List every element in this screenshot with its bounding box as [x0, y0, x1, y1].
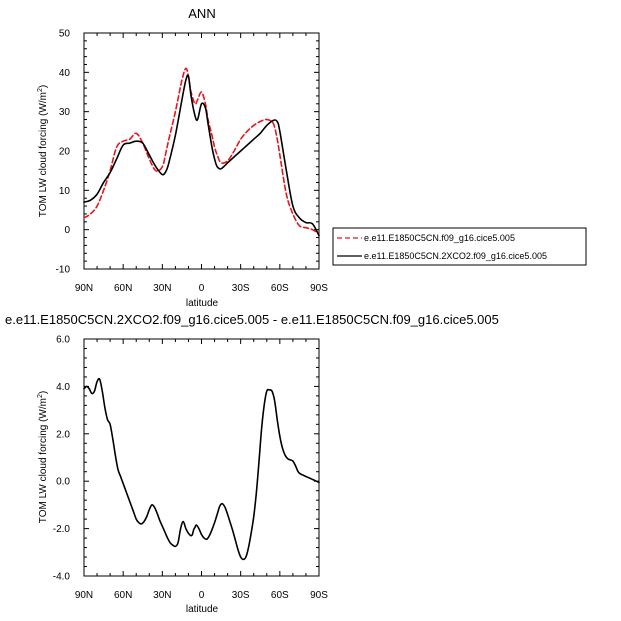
bottom-x-tick-label: 90N [75, 590, 93, 601]
top-series-lines [83, 67, 320, 237]
legend-box [332, 227, 587, 266]
legend: e.e11.E1850C5CN.f09_g16.cice5.005 e.e11.… [332, 227, 587, 266]
bottom-y-axis-title-sup: 2 [37, 394, 44, 398]
top-y-axis-title-main: TOM LW cloud forcing (W/m [38, 92, 49, 217]
top-y-tick-label: -10 [56, 265, 71, 276]
bottom-plot: e.e11.E1850C5CN.2XCO2.f09_g16.cice5.005 … [5, 312, 499, 615]
top-x-axis-ticks: 90N 60N 30N 0 30S 60S 90S [75, 33, 328, 294]
bottom-x-tick-label: 90S [310, 590, 328, 601]
top-y-tick-label: 50 [59, 29, 71, 40]
bottom-y-axis-title-main: TOM LW cloud forcing (W/m [38, 398, 49, 523]
top-x-tick-label: 60N [114, 283, 132, 294]
top-series-line-2 [83, 74, 320, 237]
legend-label-series-1: e.e11.E1850C5CN.f09_g16.cice5.005 [364, 233, 515, 243]
bottom-y-axis-ticks: -4.0 -2.0 0.0 2.0 4.0 6.0 [53, 335, 319, 583]
top-y-tick-label: 40 [59, 68, 71, 79]
top-y-axis-title: TOM LW cloud forcing (W/m2) [37, 85, 49, 217]
top-x-tick-label: 60S [271, 283, 289, 294]
bottom-y-tick-label: 6.0 [56, 335, 70, 346]
bottom-series-line-1 [83, 377, 320, 561]
bottom-plot-frame [83, 338, 320, 577]
bottom-y-axis-title-end: ) [38, 391, 49, 394]
bottom-y-tick-label: -4.0 [53, 572, 71, 583]
top-y-axis-ticks: -10 0 10 20 30 40 50 [56, 29, 319, 276]
top-x-axis-title: latitude [186, 298, 219, 309]
top-x-tick-label: 90S [310, 283, 328, 294]
legend-label-series-2: e.e11.E1850C5CN.2XCO2.f09_g16.cice5.005 [364, 251, 547, 261]
top-y-tick-label: 20 [59, 147, 71, 158]
bottom-x-tick-label: 60S [271, 590, 289, 601]
bottom-chart-title: e.e11.E1850C5CN.2XCO2.f09_g16.cice5.005 … [5, 312, 499, 327]
bottom-x-axis-ticks: 90N 60N 30N 0 30S 60S 90S [75, 339, 328, 601]
top-chart-title: ANN [188, 6, 215, 21]
bottom-y-tick-label: 2.0 [56, 429, 70, 440]
top-y-axis-title-sup: 2 [37, 88, 44, 92]
bottom-y-tick-label: -2.0 [53, 524, 71, 535]
top-y-tick-label: 30 [59, 107, 71, 118]
bottom-series-lines [83, 377, 320, 561]
top-y-tick-label: 10 [59, 186, 71, 197]
top-x-tick-label: 30S [232, 283, 250, 294]
top-plot: ANN -10 0 10 20 30 40 50 90N 60N 30N 0 30S 60S 90S l… [37, 6, 328, 309]
top-y-axis-title-end: ) [38, 85, 49, 88]
bottom-y-tick-label: 4.0 [56, 382, 70, 393]
bottom-y-tick-label: 0.0 [56, 477, 70, 488]
top-x-tick-label: 0 [199, 283, 205, 294]
bottom-x-tick-label: 0 [199, 590, 205, 601]
top-x-tick-label: 30N [153, 283, 171, 294]
bottom-y-axis-title: TOM LW cloud forcing (W/m2) [37, 391, 49, 523]
bottom-x-tick-label: 60N [114, 590, 132, 601]
top-y-tick-label: 0 [64, 225, 70, 236]
bottom-x-tick-label: 30S [232, 590, 250, 601]
bottom-x-axis-title: latitude [186, 604, 219, 615]
bottom-x-tick-label: 30N [153, 590, 171, 601]
top-series-line-1 [83, 67, 320, 235]
top-x-tick-label: 90N [75, 283, 93, 294]
